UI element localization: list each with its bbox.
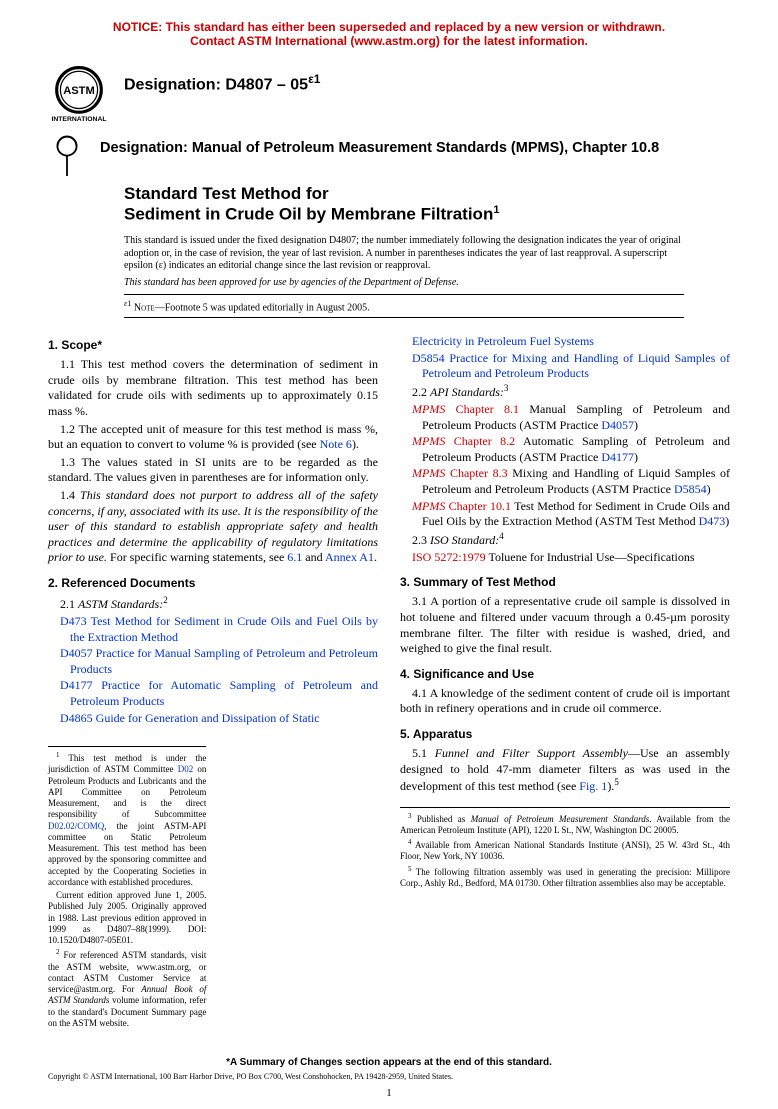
issue-note: This standard is issued under the fixed … bbox=[124, 235, 684, 273]
d02-link[interactable]: D02 bbox=[178, 764, 194, 774]
scope-1-2: 1.2 The accepted unit of measure for thi… bbox=[48, 422, 378, 453]
apparatus-5-1: 5.1 Funnel and Filter Support Assembly—U… bbox=[400, 746, 730, 795]
fig-1-link[interactable]: Fig. 1 bbox=[579, 779, 607, 793]
astm-ref-item: D4177 Practice for Automatic Sampling of… bbox=[60, 678, 378, 709]
right-footnotes: 3 Published as Manual of Petroleum Measu… bbox=[400, 807, 730, 890]
significance-heading: 4. Significance and Use bbox=[400, 667, 730, 681]
mpms-ref-item: MPMS Chapter 10.1 Test Method for Sedime… bbox=[412, 499, 730, 530]
scope-1-1: 1.1 This test method covers the determin… bbox=[48, 357, 378, 419]
api-standards-head: 2.2 API Standards:3 bbox=[412, 383, 730, 400]
astm-standards-head: 2.1 ASTM Standards:2 bbox=[60, 595, 378, 612]
note-6-link[interactable]: Note 6 bbox=[320, 437, 352, 451]
astm-code-link[interactable]: D4057 bbox=[601, 418, 634, 432]
astm-code-link[interactable]: D4177 bbox=[60, 678, 93, 692]
scope-1-4: 1.4 This standard does not purport to ad… bbox=[48, 488, 378, 566]
astm-logo: ASTM INTERNATIONAL bbox=[48, 62, 110, 124]
astm-code-link[interactable]: D4177 bbox=[601, 450, 634, 464]
standard-title: Standard Test Method for Sediment in Cru… bbox=[124, 184, 730, 225]
astm-code-link[interactable]: D473 bbox=[699, 514, 726, 528]
api-logo bbox=[48, 134, 86, 182]
left-footnotes: 1 This test method is under the jurisdic… bbox=[48, 746, 206, 1029]
d02-02-comq-link[interactable]: D02.02/COMQ bbox=[48, 821, 104, 831]
astm-code-link[interactable]: D5854 bbox=[674, 482, 707, 496]
apparatus-heading: 5. Apparatus bbox=[400, 727, 730, 741]
astm-ref-item: D5854 Practice for Mixing and Handling o… bbox=[412, 351, 730, 382]
mpms-ref-item: MPMS Chapter 8.3 Mixing and Handling of … bbox=[412, 466, 730, 497]
section-6-1-link[interactable]: 6.1 bbox=[287, 550, 302, 564]
astm-ref-item: Electricity in Petroleum Fuel Systems bbox=[412, 334, 730, 350]
scope-1-3: 1.3 The values stated in SI units are to… bbox=[48, 455, 378, 486]
svg-text:ASTM: ASTM bbox=[63, 85, 95, 97]
astm-ref-item: D473 Test Method for Sediment in Crude O… bbox=[60, 614, 378, 645]
astm-code-link[interactable]: D5854 bbox=[412, 351, 445, 365]
svg-text:INTERNATIONAL: INTERNATIONAL bbox=[51, 116, 106, 123]
annex-a1-link[interactable]: Annex A1 bbox=[325, 550, 374, 564]
astm-code-link[interactable]: D473 bbox=[60, 614, 87, 628]
astm-code-link[interactable]: D4057 bbox=[60, 646, 93, 660]
summary-of-changes-note: *A Summary of Changes section appears at… bbox=[48, 1057, 730, 1068]
dod-approval-note: This standard has been approved for use … bbox=[124, 277, 730, 288]
scope-heading: 1. Scope* bbox=[48, 338, 378, 352]
iso-standards-head: 2.3 ISO Standard:4 bbox=[412, 531, 730, 548]
page-number: 1 bbox=[48, 1087, 730, 1099]
notice-banner: NOTICE: This standard has either been su… bbox=[48, 20, 730, 48]
significance-4-1: 4.1 A knowledge of the sediment content … bbox=[400, 686, 730, 717]
mpms-designation: Designation: Manual of Petroleum Measure… bbox=[100, 140, 659, 156]
designation-line: Designation: D4807 – 05ε1 bbox=[124, 72, 320, 94]
iso-5272-ref: ISO 5272:1979 Toluene for Industrial Use… bbox=[412, 550, 730, 566]
copyright-line: Copyright © ASTM International, 100 Barr… bbox=[48, 1072, 730, 1081]
summary-3-1: 3.1 A portion of a representative crude … bbox=[400, 594, 730, 656]
astm-ref-item: D4057 Practice for Manual Sampling of Pe… bbox=[60, 646, 378, 677]
refdocs-heading: 2. Referenced Documents bbox=[48, 576, 378, 590]
epsilon-note: ε1 Note—Footnote 5 was updated editorial… bbox=[124, 294, 684, 318]
astm-ref-item: D4865 Guide for Generation and Dissipati… bbox=[60, 711, 378, 727]
mpms-ref-item: MPMS Chapter 8.2 Automatic Sampling of P… bbox=[412, 434, 730, 465]
summary-heading: 3. Summary of Test Method bbox=[400, 575, 730, 589]
astm-code-link[interactable]: D4865 bbox=[60, 711, 93, 725]
mpms-ref-item: MPMS Chapter 8.1 Manual Sampling of Petr… bbox=[412, 402, 730, 433]
